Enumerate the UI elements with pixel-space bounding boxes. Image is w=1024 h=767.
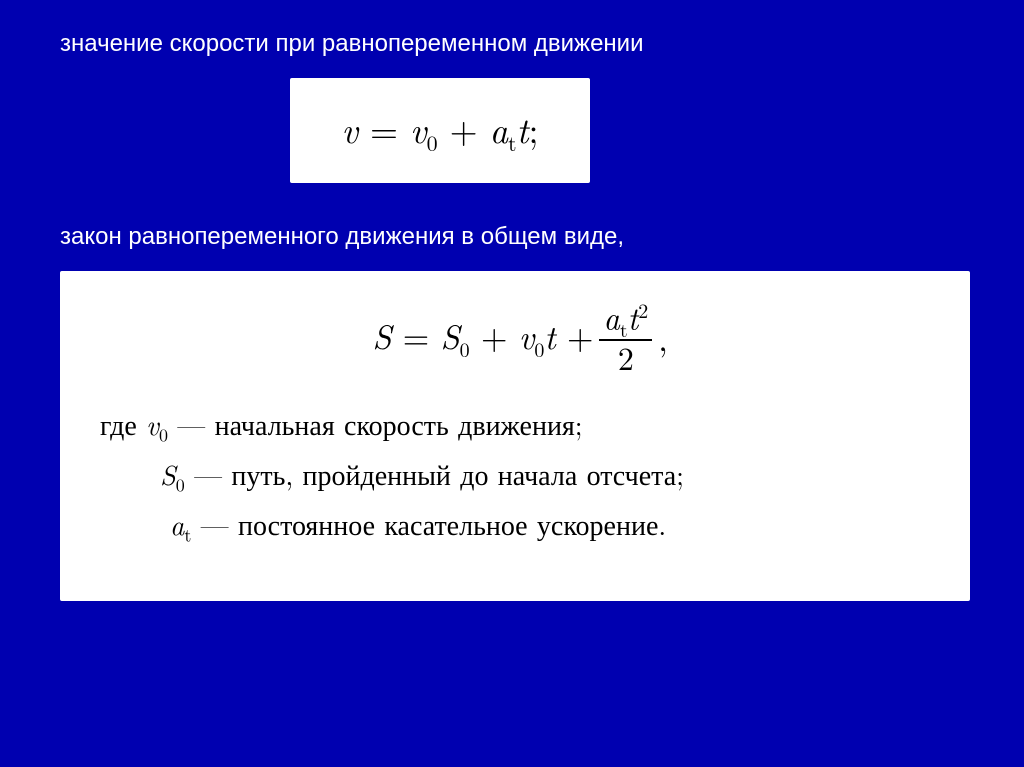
eq2-S0-sub: 0 (460, 334, 470, 363)
eq2-num-t: t (628, 295, 639, 340)
velocity-equation: v = v0 + att; (341, 103, 538, 158)
formula-box-law: S = S0 + v0t + att2 2 , где v0 — начальн… (60, 271, 970, 601)
def1-sym: v (146, 404, 159, 444)
def2-dash: — (185, 454, 232, 494)
eq2-t1: t (544, 311, 555, 359)
eq2-num-t-sup: 2 (638, 295, 648, 324)
eq1-v0: v (410, 103, 427, 154)
eq2-fraction: att2 2 (599, 299, 652, 375)
def3-text: постоянное касательное ускорение. (238, 504, 666, 544)
eq2-plus2: + (556, 311, 594, 359)
eq2-S0: S (441, 311, 460, 359)
definitions: где v0 — начальная скорость движения; S0… (100, 401, 940, 552)
def-row-1: где v0 — начальная скорость движения; (100, 401, 940, 451)
def2-text: путь, пройденный до начала отсчета; (231, 454, 684, 494)
def2-sub: 0 (176, 472, 185, 497)
eq1-plus: + (438, 103, 490, 154)
eq1-v0-sub: 0 (427, 127, 438, 158)
eq1-eq: = (358, 103, 410, 154)
eq1-a: a (490, 103, 508, 154)
eq2-v0: v (519, 311, 535, 359)
formula-box-velocity: v = v0 + att; (290, 78, 590, 183)
eq2-v0-sub: 0 (534, 334, 544, 363)
def-row-2: S0 — путь, пройденный до начала отсчета; (100, 451, 940, 501)
def-where: где (100, 404, 146, 444)
caption-law: закон равнопеременного движения в общем … (60, 223, 964, 251)
def1-dash: — (168, 404, 215, 444)
eq1-a-sub: t (508, 127, 517, 158)
eq1-t: t (517, 103, 529, 154)
caption-velocity: значение скорости при равнопеременном дв… (60, 30, 964, 58)
law-equation: S = S0 + v0t + att2 2 , (372, 299, 667, 375)
def3-dash: — (191, 504, 238, 544)
law-equation-wrap: S = S0 + v0t + att2 2 , (100, 299, 940, 375)
eq2-plus1: + (470, 311, 519, 359)
eq2-num-a: a (603, 295, 619, 340)
def1-sub: 0 (159, 422, 168, 447)
eq2-S: S (372, 311, 391, 359)
eq1-tail: ; (529, 103, 539, 154)
slide: значение скорости при равнопеременном дв… (0, 0, 1024, 601)
eq2-den: 2 (614, 341, 638, 375)
def-row-3: at — постоянное касательное ускорение. (100, 501, 940, 551)
eq2-tail: , (658, 313, 667, 361)
eq1-v: v (341, 103, 358, 154)
def3-sym: a (170, 504, 184, 544)
def2-sym: S (160, 454, 176, 494)
def1-text: начальная скорость движения; (215, 404, 583, 444)
eq2-eq: = (391, 311, 440, 359)
